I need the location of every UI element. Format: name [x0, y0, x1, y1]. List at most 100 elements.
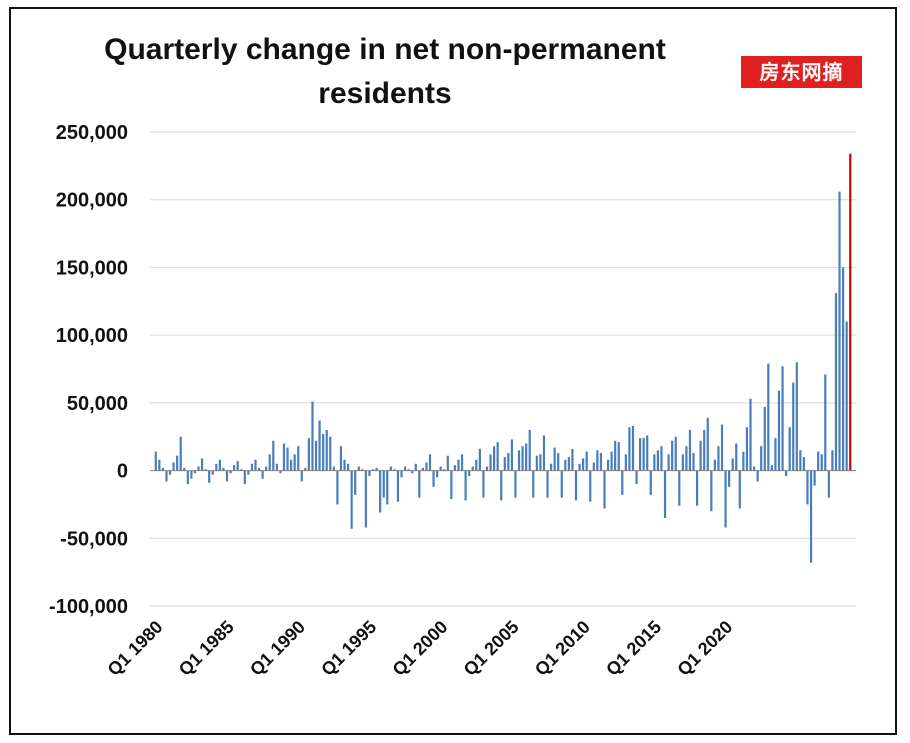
- y-tick-label: 200,000: [56, 190, 128, 212]
- bar: [257, 467, 261, 471]
- bar: [824, 374, 827, 471]
- bar: [521, 446, 524, 471]
- bar: [606, 459, 610, 471]
- bar: [475, 459, 478, 471]
- bar: [254, 459, 257, 471]
- bar: [318, 420, 321, 471]
- bar: [339, 446, 343, 471]
- bar: [332, 466, 335, 471]
- bar: [549, 463, 553, 471]
- bar: [322, 434, 325, 471]
- bar: [845, 321, 848, 471]
- bar: [763, 406, 766, 471]
- bar: [186, 470, 189, 485]
- bar: [268, 454, 271, 471]
- bar: [817, 451, 820, 471]
- chart-title: Quarterly change in net non-permanent re…: [104, 33, 666, 110]
- bar: [827, 470, 830, 498]
- bar: [211, 470, 214, 475]
- x-tick-label: Q1 1990: [246, 617, 309, 680]
- bar: [749, 398, 752, 471]
- bar: [617, 442, 620, 471]
- bar: [379, 470, 382, 513]
- bar: [179, 436, 182, 471]
- bar: [161, 467, 165, 471]
- bar: [706, 417, 709, 471]
- bar: [218, 459, 221, 471]
- bar: [236, 461, 239, 471]
- bar: [403, 466, 407, 471]
- x-tick-label: Q1 1980: [104, 617, 167, 680]
- bar: [225, 470, 229, 482]
- bar: [346, 463, 350, 471]
- bar: [802, 457, 806, 471]
- bar: [428, 454, 432, 471]
- bar: [795, 362, 798, 471]
- bar: [460, 454, 464, 471]
- x-tick-label: Q1 2015: [602, 617, 665, 680]
- bar: [193, 470, 197, 474]
- bar: [300, 470, 303, 482]
- bar: [528, 429, 531, 471]
- gridlines: [150, 131, 856, 607]
- bar: [699, 440, 702, 471]
- bar: [752, 466, 756, 471]
- bar: [336, 470, 339, 505]
- bar: [585, 451, 588, 471]
- bar: [510, 439, 514, 471]
- bar: [468, 470, 471, 476]
- x-tick-label: Q1 1985: [175, 617, 238, 680]
- bar: [172, 462, 175, 471]
- bar: [656, 450, 660, 471]
- bar: [485, 466, 489, 471]
- bar: [204, 469, 207, 471]
- bar: [610, 451, 613, 471]
- bar: [781, 366, 784, 471]
- bar: [457, 459, 460, 471]
- bar: [368, 470, 371, 476]
- bar: [564, 459, 567, 471]
- bar: [635, 470, 638, 485]
- bar: [671, 440, 674, 471]
- bar: [396, 470, 400, 502]
- bar: [806, 470, 809, 505]
- bar: [432, 470, 435, 487]
- bar: [400, 470, 403, 478]
- bar: [208, 470, 211, 483]
- bar: [639, 438, 642, 471]
- bar: [272, 440, 275, 471]
- x-axis-ticks: Q1 1980 Q1 1985 Q1 1990 Q1 1995 Q1 2000 Q1 20…: [104, 617, 737, 680]
- bar: [443, 469, 446, 471]
- bar: [777, 390, 781, 471]
- bar: [674, 436, 677, 471]
- bar: [685, 446, 688, 471]
- bar: [314, 440, 318, 471]
- bar: [411, 470, 414, 474]
- bar: [838, 191, 841, 471]
- bar: [809, 470, 813, 563]
- bar: [724, 470, 727, 528]
- bar: [286, 447, 289, 471]
- x-tick-label: Q1 2020: [673, 617, 736, 680]
- bar: [742, 451, 745, 471]
- bar: [532, 470, 535, 498]
- bar-latest: [849, 153, 852, 471]
- bar: [243, 470, 246, 485]
- bar: [571, 448, 574, 471]
- x-tick-label: Q1 1995: [317, 617, 380, 680]
- bar: [760, 446, 763, 471]
- y-tick-label: 0: [117, 461, 128, 483]
- bar: [628, 427, 631, 471]
- bar: [375, 467, 378, 471]
- bar: [695, 470, 699, 506]
- bar: [717, 446, 720, 471]
- bar: [614, 440, 617, 471]
- bar: [692, 452, 695, 471]
- bar: [667, 454, 670, 471]
- bar: [190, 470, 193, 479]
- bar: [357, 466, 360, 471]
- bar: [599, 452, 603, 471]
- bar: [354, 470, 357, 495]
- bar: [425, 462, 428, 471]
- bar: [642, 438, 645, 471]
